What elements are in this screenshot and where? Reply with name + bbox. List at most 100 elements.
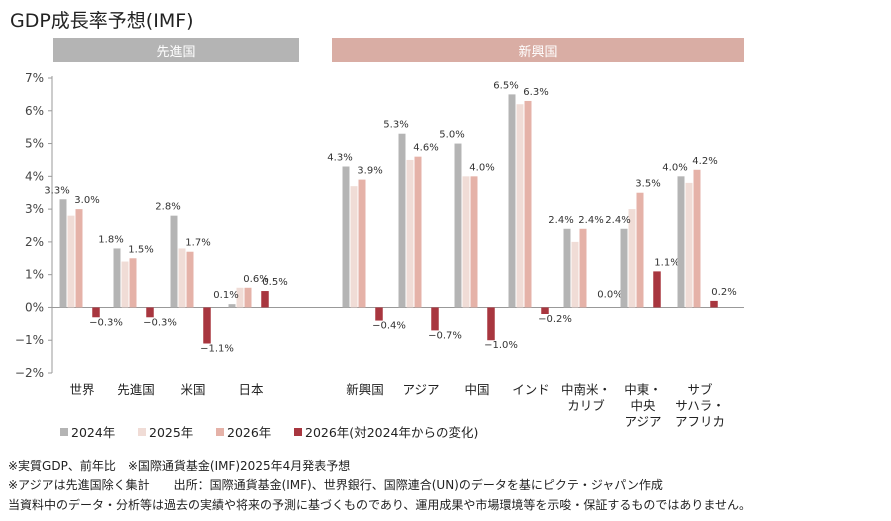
bar-change xyxy=(487,307,495,341)
bar-change xyxy=(261,291,269,308)
note-1: ※実質GDP、前年比 ※国際通貨基金(IMF)2025年4月発表予想 xyxy=(8,459,351,473)
data-label-2024: 1.8% xyxy=(98,234,123,245)
data-label-2026: 4.6% xyxy=(413,143,438,154)
category-label: 中東・ xyxy=(624,382,662,397)
y-tick-label: 3% xyxy=(25,202,44,216)
bar-2025年 xyxy=(67,215,75,308)
legend-swatch-2 xyxy=(216,428,224,436)
legend-label-0: 2024年 xyxy=(71,425,115,440)
bar-2024年 xyxy=(113,248,121,308)
legend-label-2: 2026年 xyxy=(227,425,271,440)
bar-2026年 xyxy=(470,176,478,308)
bar-change xyxy=(541,307,549,314)
bar-2025年 xyxy=(685,182,693,308)
legend-label-3: 2026年(対2024年からの変化) xyxy=(305,425,478,440)
data-label-2026: 4.0% xyxy=(469,162,494,173)
data-label-2026: 3.9% xyxy=(357,166,382,177)
data-label-2024: 4.0% xyxy=(662,162,687,173)
bar-change xyxy=(92,307,100,318)
data-label-2026: 1.7% xyxy=(185,238,210,249)
advanced-group-header: 先進国 xyxy=(53,38,299,62)
y-tick-label: 0% xyxy=(25,300,44,314)
bar-2026年 xyxy=(524,100,532,308)
bar-change xyxy=(710,300,718,308)
bar-change xyxy=(203,307,211,344)
category-label: 世界 xyxy=(69,382,95,397)
data-label-2026: 6.3% xyxy=(523,87,548,98)
data-label-2026: 3.5% xyxy=(635,179,660,190)
category-label: アフリカ xyxy=(675,414,725,429)
data-label-change: −1.0% xyxy=(484,340,518,351)
y-tick-label: 7% xyxy=(25,71,44,85)
data-label-2024: 0.1% xyxy=(213,290,238,301)
y-tick-label: −1% xyxy=(15,333,44,347)
data-label-2024: 2.8% xyxy=(155,202,180,213)
bar-2024年 xyxy=(398,133,406,308)
category-label: サブ xyxy=(687,382,713,397)
bar-2026年 xyxy=(129,258,137,308)
data-label-2024: 5.0% xyxy=(439,130,464,141)
data-label-2024: 2.4% xyxy=(605,215,630,226)
bar-2025年 xyxy=(350,186,358,308)
note-2: ※アジアは先進国除く集計 出所：国際通貨基金(IMF)、世界銀行、国際連合(UN… xyxy=(8,478,663,492)
category-label: サハラ・ xyxy=(675,398,725,413)
bar-2025年 xyxy=(462,176,470,308)
data-label-2026: 1.5% xyxy=(128,244,153,255)
data-label-2026: 0.6% xyxy=(243,274,268,285)
note-3: 当資料中のデータ・分析等は過去の実績や将来の予測に基づくものであり、運用成果や市… xyxy=(8,498,752,512)
bar-2024年 xyxy=(342,166,350,308)
category-label: アジア xyxy=(402,382,439,397)
bar-2024年 xyxy=(59,199,67,308)
y-tick-label: −2% xyxy=(15,366,44,380)
bar-2025年 xyxy=(236,287,244,308)
bar-2026年 xyxy=(636,192,644,308)
data-label-change: 1.1% xyxy=(654,257,679,268)
legend-swatch-3 xyxy=(294,428,302,436)
category-label: インド xyxy=(512,382,550,397)
category-label: 中国 xyxy=(464,382,489,397)
bar-2024年 xyxy=(228,304,236,308)
legend-label-1: 2025年 xyxy=(149,425,193,440)
emerging-group-header: 新興国 xyxy=(332,38,744,62)
bar-2026年 xyxy=(75,209,83,308)
y-tick-label: 4% xyxy=(25,169,44,183)
category-label: 米国 xyxy=(180,382,205,397)
bar-2025年 xyxy=(121,261,129,308)
data-label-change: −0.3% xyxy=(89,317,123,328)
y-tick-label: 5% xyxy=(25,137,44,151)
bar-2026年 xyxy=(693,169,701,308)
data-label-2024: 2.4% xyxy=(548,215,573,226)
data-label-change: 0.5% xyxy=(262,277,287,288)
y-tick-label: 6% xyxy=(25,104,44,118)
legend-swatch-0 xyxy=(60,428,68,436)
bar-2026年 xyxy=(579,228,587,308)
bar-2026年 xyxy=(244,287,252,308)
data-label-change: −0.7% xyxy=(428,330,462,341)
category-label: 中央 xyxy=(630,398,656,413)
bar-2025年 xyxy=(628,209,636,308)
bar-2024年 xyxy=(677,176,685,308)
data-label-2024: 5.3% xyxy=(383,120,408,131)
y-tick-label: 2% xyxy=(25,235,44,249)
data-label-2026: 2.4% xyxy=(578,215,603,226)
data-label-2026: 3.0% xyxy=(74,195,99,206)
data-label-change: 0.0% xyxy=(597,289,622,300)
bar-2024年 xyxy=(454,143,462,308)
category-label: アジア xyxy=(624,414,661,429)
bar-2024年 xyxy=(563,228,571,308)
bar-change xyxy=(146,307,154,318)
data-label-change: −0.3% xyxy=(143,317,177,328)
data-label-change: 0.2% xyxy=(711,287,736,298)
bar-change xyxy=(375,307,383,321)
chart-title: GDP成長率予想(IMF) xyxy=(10,10,194,32)
data-label-2024: 3.3% xyxy=(44,185,69,196)
bar-2025年 xyxy=(406,159,414,308)
bar-change xyxy=(431,307,439,331)
bar-2024年 xyxy=(620,228,628,308)
y-tick-label: 1% xyxy=(25,268,44,282)
bar-2024年 xyxy=(170,215,178,308)
data-label-2024: 4.3% xyxy=(327,153,352,164)
bar-2025年 xyxy=(571,241,579,308)
bar-2025年 xyxy=(516,104,524,308)
